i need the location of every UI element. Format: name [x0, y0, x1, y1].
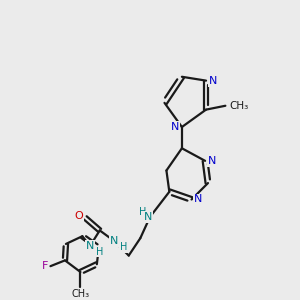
Text: F: F [41, 261, 48, 271]
Text: H: H [96, 247, 103, 257]
Text: N: N [144, 212, 152, 222]
Text: N: N [86, 241, 94, 251]
Text: N: N [171, 122, 179, 132]
Text: N: N [110, 236, 118, 246]
Text: H: H [139, 207, 146, 217]
Text: O: O [74, 211, 83, 221]
Text: H: H [120, 242, 128, 252]
Text: N: N [194, 194, 202, 205]
Text: CH₃: CH₃ [71, 289, 89, 299]
Text: CH₃: CH₃ [229, 101, 248, 111]
Text: N: N [208, 156, 216, 166]
Text: N: N [208, 76, 217, 85]
